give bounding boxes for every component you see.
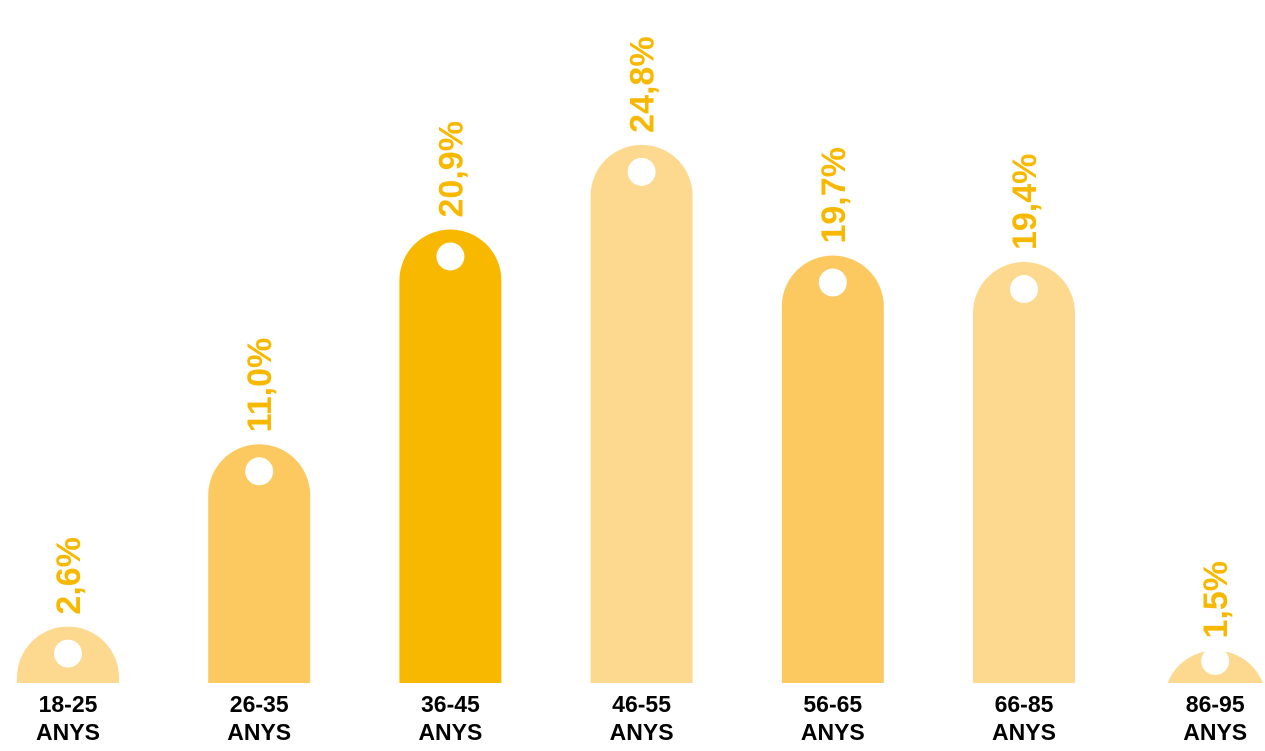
value-label-4: 19,7% <box>815 147 853 243</box>
bar-hole-3 <box>627 157 656 186</box>
bar-5 <box>973 262 1075 683</box>
category-label-0-line-1: ANYS <box>36 719 100 745</box>
category-label-3-line-0: 46-55 <box>612 691 671 717</box>
category-label-1-line-0: 26-35 <box>230 691 289 717</box>
value-label-5: 19,4% <box>1006 154 1044 250</box>
category-label-2-line-0: 36-45 <box>421 691 480 717</box>
bar-3 <box>590 144 693 683</box>
category-label-4-line-1: ANYS <box>801 719 865 745</box>
bars-group <box>17 144 1263 683</box>
category-labels-group: 18-25ANYS26-35ANYS36-45ANYS46-55ANYS56-6… <box>36 691 1247 745</box>
value-labels-group: 2,6% 11,0% 20,9% 24,8% 19,7% 19,4% 1,5% <box>50 36 1235 638</box>
category-label-5-line-1: ANYS <box>992 719 1056 745</box>
bar-hole-0 <box>54 639 82 668</box>
category-label-6-line-0: 86-95 <box>1186 691 1245 717</box>
bar-1 <box>208 444 311 683</box>
value-label-2: 20,9% <box>432 121 470 217</box>
bar-hole-2 <box>436 242 465 271</box>
bar-4 <box>781 255 884 683</box>
category-label-3-line-1: ANYS <box>610 719 674 745</box>
bar-hole-6 <box>1201 647 1230 675</box>
value-label-6: 1,5% <box>1197 561 1235 639</box>
value-label-3: 24,8% <box>624 36 662 132</box>
value-label-1: 11,0% <box>241 338 279 433</box>
value-label-0: 2,6% <box>50 537 88 615</box>
bar-2 <box>399 229 502 683</box>
bar-hole-1 <box>245 457 274 486</box>
bar-hole-4 <box>818 268 847 297</box>
category-label-5-line-0: 66-85 <box>995 691 1054 717</box>
category-label-4-line-0: 56-65 <box>803 691 862 717</box>
category-label-6-line-1: ANYS <box>1183 719 1247 745</box>
bar-hole-5 <box>1010 275 1038 304</box>
category-label-1-line-1: ANYS <box>227 719 291 745</box>
category-label-0-line-0: 18-25 <box>39 691 98 717</box>
category-label-2-line-1: ANYS <box>418 719 482 745</box>
